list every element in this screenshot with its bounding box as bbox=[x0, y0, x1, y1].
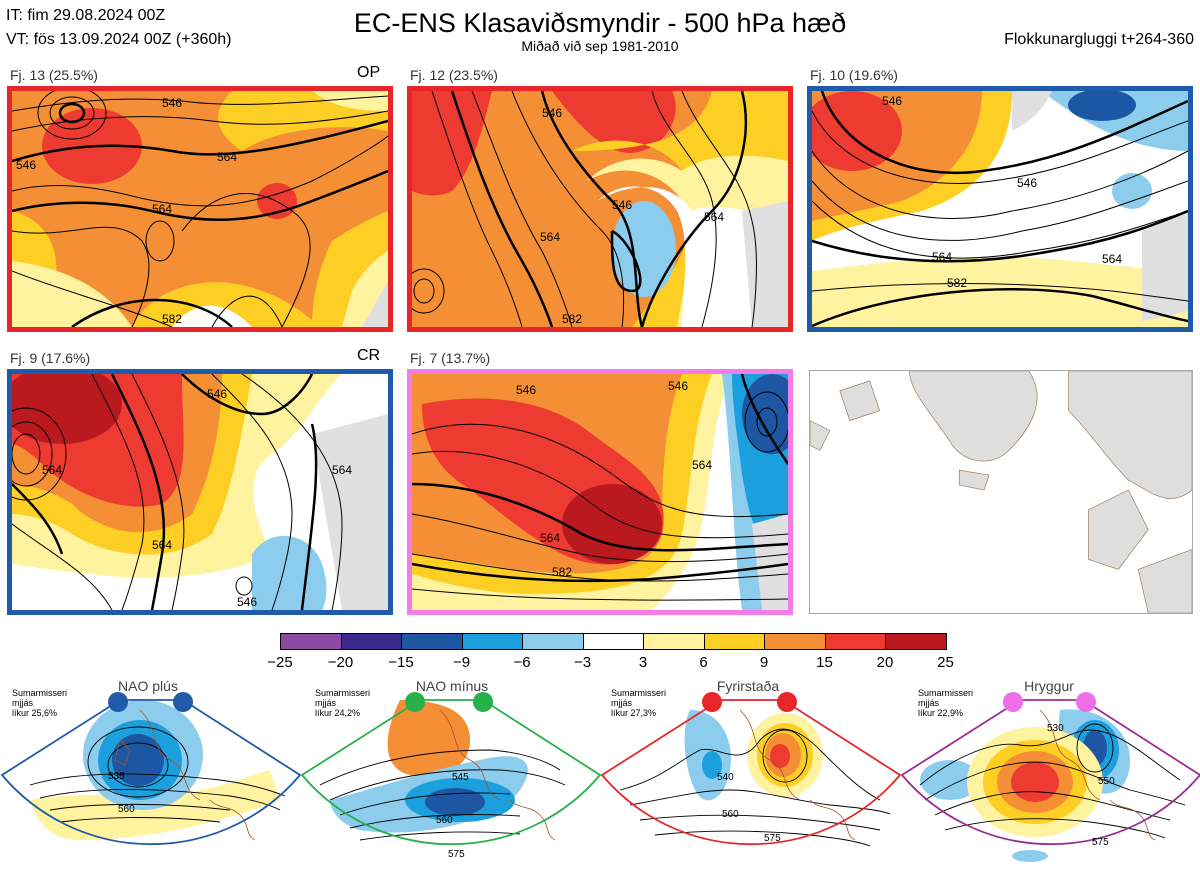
regime-3-contour-label: 575 bbox=[764, 833, 781, 844]
regime-1-contour-label: 560 bbox=[118, 804, 135, 815]
panel-1-label: Fj. 13 (25.5%) bbox=[10, 67, 98, 83]
colorbar-tick-label: −9 bbox=[452, 654, 471, 671]
regime-4-contour-label: 550 bbox=[1098, 776, 1115, 787]
colorbar-tick-label: 6 bbox=[699, 654, 708, 671]
colorbar-tick-label: −15 bbox=[388, 654, 414, 671]
empty-map-panel bbox=[809, 370, 1193, 614]
regime-marker-dot bbox=[108, 692, 128, 712]
panel-3-contour-label: 564 bbox=[1102, 252, 1122, 266]
cluster-map-4: 564 564 546 564 546 bbox=[7, 369, 393, 615]
panel-3-contour-label: 546 bbox=[1017, 176, 1037, 190]
panel-4-contour-label: 564 bbox=[332, 463, 352, 477]
panel-2-contour-label: 546 bbox=[542, 106, 562, 120]
regime-marker-dot bbox=[405, 692, 425, 712]
panel-4-contour-label: 564 bbox=[42, 463, 62, 477]
cluster-map-1: 546 564 546 564 582 bbox=[7, 86, 393, 332]
colorbar-tick-label: −20 bbox=[327, 654, 354, 671]
panel-2-contour-label: 564 bbox=[540, 230, 560, 244]
colorbar-tick-label: −25 bbox=[267, 654, 293, 671]
page-title: EC-ENS Klasaviðsmyndir - 500 hPa hæð bbox=[353, 8, 847, 38]
regime-2-contour-label: 560 bbox=[436, 815, 453, 826]
regime-1-info: Sumarmisseri mjjás líkur 25,6% bbox=[12, 688, 68, 718]
panel-5-label: Fj. 7 (13.7%) bbox=[410, 350, 491, 366]
regime-2-name: NAO mínus bbox=[415, 678, 489, 694]
panel-3-label: Fj. 10 (19.6%) bbox=[810, 67, 898, 83]
regime-marker-dot bbox=[1076, 692, 1096, 712]
colorbar-segment bbox=[582, 633, 644, 650]
cluster-map-3: 546 546 564 564 582 bbox=[807, 86, 1193, 332]
regime-4-contour-label: 530 bbox=[1047, 723, 1064, 734]
colorbar-segment bbox=[824, 633, 886, 650]
regime-3-info: Sumarmisseri mjjás líkur 27,3% bbox=[611, 688, 667, 718]
regime-3-contour-label: 540 bbox=[717, 772, 734, 783]
colorbar-segment bbox=[522, 633, 584, 650]
init-time: IT: fim 29.08.2024 00Z bbox=[6, 7, 166, 24]
colorbar-segment bbox=[340, 633, 402, 650]
regime-2-contour-label: 575 bbox=[448, 849, 465, 860]
panel-1-contour-label: 564 bbox=[152, 202, 172, 216]
regime-map-nao-plus: 535 560 bbox=[0, 699, 302, 846]
panel-3-contour-label: 564 bbox=[932, 250, 952, 264]
regime-4-contour-label: 575 bbox=[1092, 837, 1109, 848]
cluster-map-2: 546 546 564 582 564 bbox=[407, 86, 793, 332]
cluster-map-5: 546 564 564 582 546 bbox=[407, 369, 793, 615]
regime-1-contour-label: 535 bbox=[108, 771, 125, 782]
regime-marker-dot bbox=[173, 692, 193, 712]
colorbar-tick-label: 25 bbox=[937, 654, 954, 671]
panel-5-contour-label: 564 bbox=[692, 458, 712, 472]
colorbar-segment bbox=[401, 633, 463, 650]
classification-window: Flokkunargluggi t+264-360 bbox=[1004, 31, 1194, 48]
panel-4-contour-label: 546 bbox=[237, 595, 257, 609]
regime-map-blocking: 540 560 575 bbox=[600, 699, 902, 847]
colorbar-tick-label: −3 bbox=[573, 654, 592, 671]
panel-2-contour-label: 582 bbox=[562, 312, 582, 326]
colorbar-segment bbox=[764, 633, 826, 650]
colorbar-segment bbox=[703, 633, 765, 650]
panel-2-contour-label: 564 bbox=[704, 210, 724, 224]
regime-4-name: Hryggur bbox=[1024, 678, 1074, 694]
panel-5-contour-label: 546 bbox=[516, 383, 536, 397]
regime-3-name: Fyrirstaða bbox=[716, 678, 780, 694]
valid-time: VT: fös 13.09.2024 00Z (+360h) bbox=[6, 31, 232, 48]
page-subtitle: Miðað við sep 1981-2010 bbox=[521, 38, 679, 54]
panel-1-contour-label: 582 bbox=[162, 312, 182, 326]
regime-maps: 535 560 545 560 575 bbox=[0, 699, 1200, 862]
colorbar-tick-label: 15 bbox=[816, 654, 833, 671]
regime-4-info: Sumarmisseri mjjás líkur 22,9% bbox=[918, 688, 974, 718]
colorbar-tick-label: 3 bbox=[638, 654, 648, 671]
colorbar-segment bbox=[461, 633, 523, 650]
panel-3-contour-label: 546 bbox=[882, 94, 902, 108]
panel-1-contour-label: 546 bbox=[16, 158, 36, 172]
regime-marker-dot bbox=[473, 692, 493, 712]
panel-4-contour-label: 546 bbox=[207, 387, 227, 401]
regime-3-contour-label: 560 bbox=[722, 809, 739, 820]
panel-3-contour-label: 582 bbox=[947, 276, 967, 290]
panel-1-tag: OP bbox=[357, 64, 381, 81]
regime-2-contour-label: 545 bbox=[452, 772, 469, 783]
panel-1-contour-label: 564 bbox=[217, 150, 237, 164]
regime-map-ridge: 530 550 575 bbox=[900, 699, 1200, 862]
colorbar-tick-label: 20 bbox=[876, 654, 894, 671]
panel-4-label: Fj. 9 (17.6%) bbox=[10, 350, 91, 366]
panel-1-contour-label: 546 bbox=[162, 96, 182, 110]
panel-5-contour-label: 564 bbox=[540, 531, 560, 545]
panel-5-contour-label: 546 bbox=[668, 379, 688, 393]
colorbar-segment bbox=[885, 633, 947, 650]
panel-4-tag: CR bbox=[357, 347, 381, 364]
colorbar-segment bbox=[280, 633, 342, 650]
regime-2-info: Sumarmisseri mjjás líkur 24,2% bbox=[315, 688, 371, 718]
panel-2-contour-label: 546 bbox=[612, 198, 632, 212]
colorbar-segment bbox=[643, 633, 705, 650]
panel-5-contour-label: 582 bbox=[552, 565, 572, 579]
panel-2-label: Fj. 12 (23.5%) bbox=[410, 67, 498, 83]
regime-marker-dot bbox=[702, 692, 722, 712]
regime-1-name: NAO plús bbox=[118, 678, 178, 694]
regime-marker-dot bbox=[1003, 692, 1023, 712]
colorbar-tick-label: 9 bbox=[759, 654, 769, 671]
colorbar-tick-label: −6 bbox=[513, 654, 531, 671]
regime-marker-dot bbox=[777, 692, 797, 712]
regime-map-nao-minus: 545 560 575 bbox=[300, 699, 602, 860]
panel-4-contour-label: 564 bbox=[152, 538, 172, 552]
